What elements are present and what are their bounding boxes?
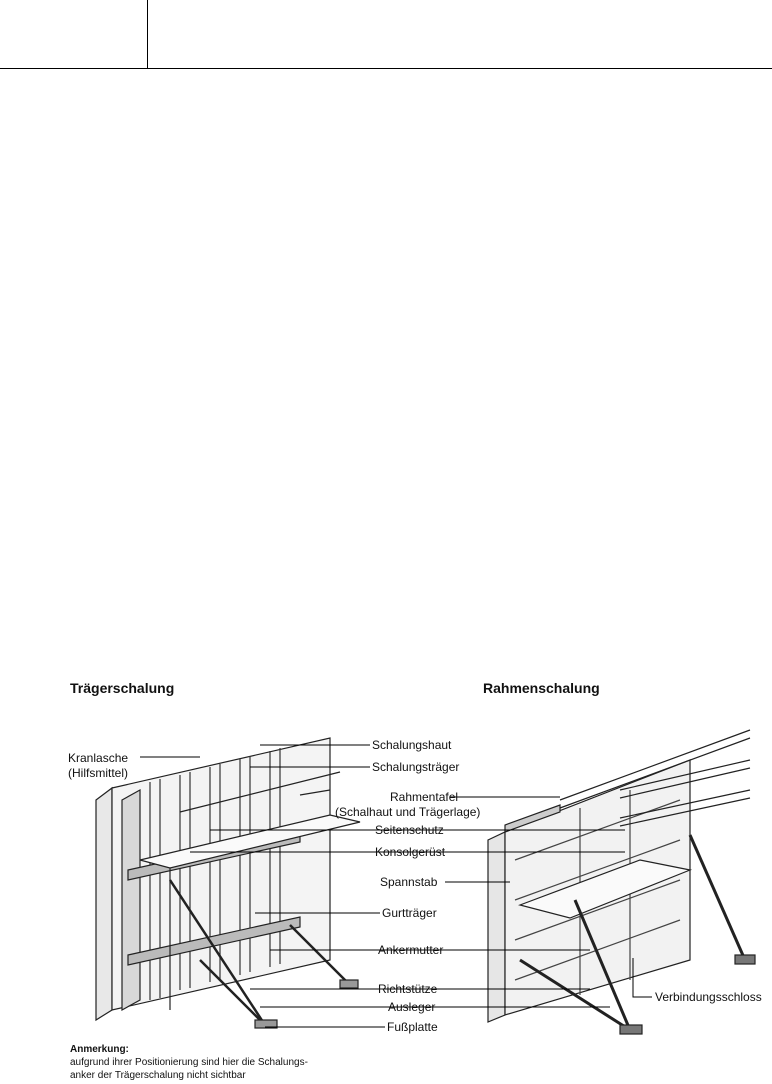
heading-rahmenschalung: Rahmenschalung [483, 680, 600, 696]
note-title: Anmerkung: [70, 1044, 129, 1055]
note-line-2: anker der Trägerschalung nicht sichtbar [70, 1070, 246, 1081]
traegerschalung-drawing [95, 737, 361, 1029]
note-line-1: aufgrund ihrer Positionierung sind hier … [70, 1057, 308, 1068]
label-ausleger: Ausleger [388, 1000, 436, 1014]
header-rule [0, 68, 772, 69]
label-kranlasche: Kranlasche [68, 751, 129, 765]
label-fussplatte: Fußplatte [387, 1020, 438, 1034]
label-rahmentafel-sub: (Schalhaut und Trägerlage) [335, 805, 481, 819]
label-schalungstraeger: Schalungsträger [372, 760, 460, 774]
rahmenschalung-drawing [487, 729, 756, 1035]
label-spannstab: Spannstab [380, 875, 438, 889]
label-richtstuetze: Richtstütze [378, 982, 438, 996]
label-seitenschutz: Seitenschutz [375, 823, 444, 837]
heading-traegerschalung: Trägerschalung [70, 680, 175, 696]
label-gurttraeger: Gurtträger [382, 906, 437, 920]
label-kranlasche-sub: (Hilfsmittel) [68, 766, 128, 780]
label-konsolgeruest: Konsolgerüst [375, 845, 446, 859]
label-ankermutter: Ankermutter [378, 943, 444, 957]
label-verbindungsschloss: Verbindungsschloss [655, 990, 762, 1004]
label-rahmentafel: Rahmentafel [390, 790, 459, 804]
header-divider [147, 0, 148, 69]
label-schalungshaut: Schalungshaut [372, 738, 452, 752]
leader-lines [140, 744, 652, 1028]
